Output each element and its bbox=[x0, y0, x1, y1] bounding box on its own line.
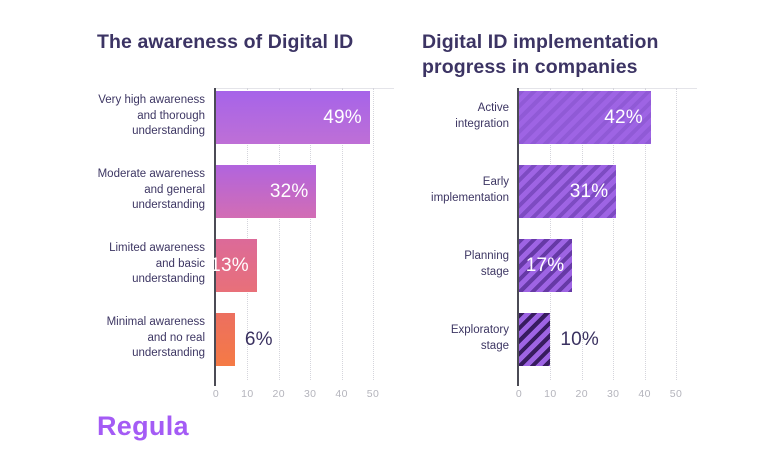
x-tick-label: 50 bbox=[669, 388, 683, 400]
x-tick-label: 20 bbox=[575, 388, 589, 400]
implementation-chart: Digital ID implementation progress in co… bbox=[422, 30, 697, 402]
category-label: Exploratory stage bbox=[450, 324, 509, 352]
plot-area: 42% 31% 17% 10% bbox=[517, 88, 697, 386]
bar-value-label: 49% bbox=[323, 106, 362, 128]
x-tick-label: 20 bbox=[272, 388, 286, 400]
x-tick-label: 0 bbox=[212, 388, 220, 400]
gridline bbox=[373, 88, 374, 380]
bar-row: 32% bbox=[216, 165, 394, 218]
bar: 49% bbox=[216, 91, 370, 144]
bar-row: 6% bbox=[216, 313, 394, 366]
awareness-chart: The awareness of Digital ID Very high aw… bbox=[97, 30, 394, 402]
bar-row: 17% bbox=[519, 239, 697, 292]
bar-value-label: 31% bbox=[569, 180, 609, 202]
plot-area: 49% 32% 13% 6% bbox=[210, 88, 394, 386]
regula-logo: Regula bbox=[97, 411, 189, 441]
category-labels: Active integration Early implementation Pl… bbox=[422, 88, 519, 366]
bar-value-label: 32% bbox=[269, 180, 309, 202]
x-axis: 0 10 20 30 40 50 bbox=[515, 388, 697, 402]
x-tick-label: 40 bbox=[638, 388, 651, 400]
bar: 13% bbox=[210, 239, 257, 292]
bar: 10% bbox=[519, 313, 599, 366]
gridline bbox=[581, 88, 583, 380]
category-label: Active integration bbox=[455, 102, 509, 130]
chart-body: Very high awareness and thorough underst… bbox=[97, 88, 394, 386]
bar-value-label: 13% bbox=[210, 254, 249, 276]
category-label: Minimal awareness and no real understand… bbox=[106, 316, 205, 360]
bar-row: 13% bbox=[210, 239, 394, 292]
bar: 6% bbox=[216, 313, 273, 366]
category-label: Very high awareness and thorough underst… bbox=[98, 94, 205, 138]
x-tick-label: 10 bbox=[544, 388, 557, 400]
x-tick-label: 10 bbox=[241, 388, 254, 400]
y-axis-line bbox=[214, 88, 216, 386]
gridline bbox=[247, 88, 249, 380]
bar: 17% bbox=[519, 239, 573, 292]
chart-title: Digital ID implementation progress in co… bbox=[422, 31, 659, 78]
bar-row: 10% bbox=[519, 313, 697, 366]
bar: 31% bbox=[519, 165, 617, 218]
bar-value-label: 6% bbox=[244, 328, 273, 350]
bar: 42% bbox=[519, 91, 651, 144]
category-label: Moderate awareness and general understan… bbox=[97, 168, 205, 212]
bar: 32% bbox=[216, 165, 317, 218]
x-tick-label: 0 bbox=[515, 388, 523, 400]
bar-row: 49% bbox=[216, 91, 394, 144]
category-labels: Very high awareness and thorough underst… bbox=[97, 88, 216, 366]
category-label: Early implementation bbox=[431, 176, 509, 204]
bar-row: 42% bbox=[519, 91, 697, 144]
gridline bbox=[644, 88, 646, 380]
category-label: Limited awareness and basic understandin… bbox=[109, 242, 205, 286]
gridline bbox=[278, 88, 280, 380]
chart-body: Active integration Early implementation Pl… bbox=[422, 88, 697, 386]
x-tick-label: 50 bbox=[366, 388, 380, 400]
bar-value-label: 10% bbox=[560, 328, 600, 350]
bar-value-label: 42% bbox=[604, 106, 643, 128]
x-axis: 0 10 20 30 40 50 bbox=[212, 388, 394, 402]
chart-title: The awareness of Digital ID bbox=[97, 31, 354, 53]
x-tick-label: 40 bbox=[335, 388, 348, 400]
x-tick-label: 30 bbox=[606, 388, 620, 400]
gridline bbox=[341, 88, 343, 380]
gridline bbox=[310, 88, 312, 380]
gridline bbox=[676, 88, 677, 380]
gridline bbox=[613, 88, 615, 380]
y-axis-line bbox=[517, 88, 519, 386]
x-tick-label: 30 bbox=[303, 388, 317, 400]
bar-value-label: 17% bbox=[525, 254, 565, 276]
category-label: Planning stage bbox=[464, 250, 509, 278]
bar-row: 31% bbox=[519, 165, 697, 218]
gridline bbox=[550, 88, 552, 380]
